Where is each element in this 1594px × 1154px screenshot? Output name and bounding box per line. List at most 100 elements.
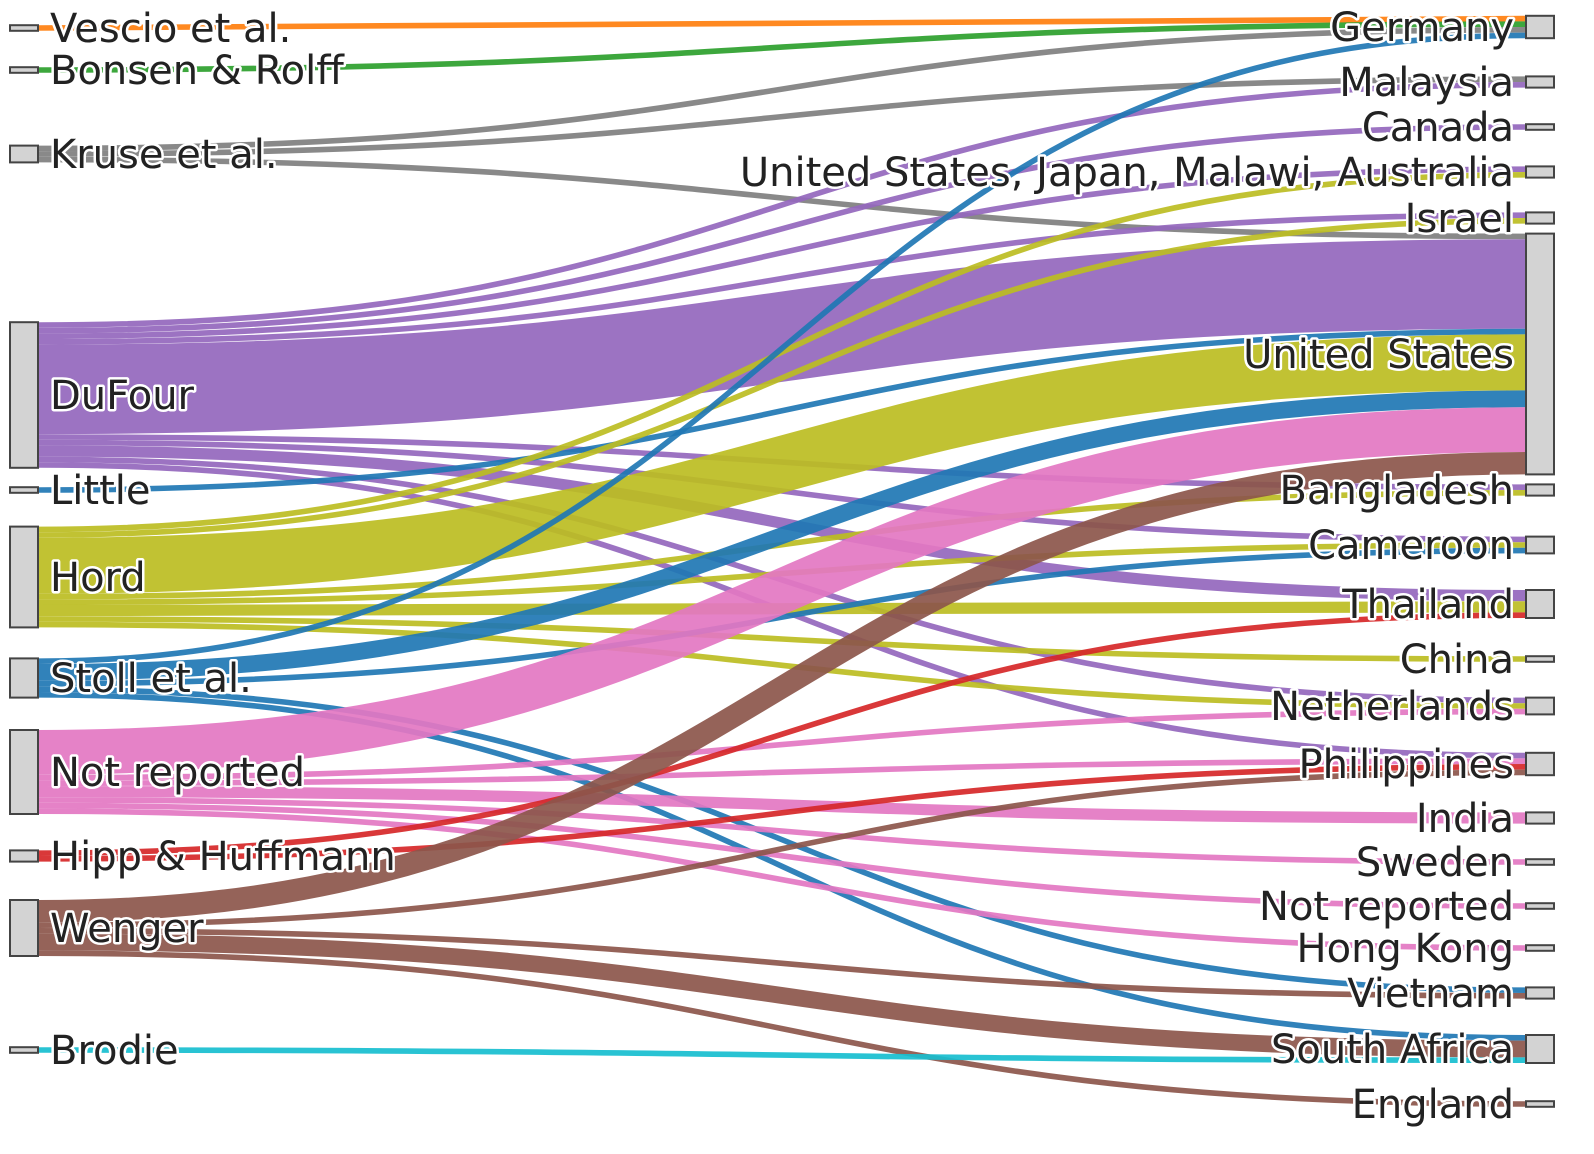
node-bar[interactable] [1525,14,1555,40]
link-hord-to-israel[interactable] [37,218,1527,538]
node-bar[interactable] [1525,811,1555,825]
node-bar[interactable] [1525,589,1555,619]
node-hongkong[interactable]: Hong Kong [1294,924,1555,975]
link-stoll-to-germany[interactable] [37,32,1527,664]
link-stoll-to-usa[interactable] [37,390,1527,681]
node-usa[interactable]: United States [1241,232,1555,476]
node-bar[interactable] [1525,1100,1555,1108]
node-stoll[interactable]: Stoll et al. [9,654,254,705]
node-bar[interactable] [9,657,39,699]
node-bar[interactable] [1525,165,1555,179]
node-israel[interactable]: Israel [1402,194,1555,245]
node-bar[interactable] [1525,858,1555,866]
node-label: Netherlands [1270,684,1514,730]
link-wenger-to-vietnam[interactable] [37,928,1527,999]
link-brodie-to-southafrica[interactable] [37,1047,1527,1063]
link-hord-to-us_multi[interactable] [37,172,1527,533]
node-dufour[interactable]: DuFour [9,321,197,469]
node-little[interactable]: Little [9,466,153,517]
link-dufour-to-usa[interactable] [37,239,1527,435]
node-vescio[interactable]: Vescio et al. [9,4,294,55]
node-philippines[interactable]: Philippines [1296,740,1555,791]
node-label: Not reported [50,750,305,796]
link-kruse-to-malaysia[interactable] [37,76,1527,157]
node-bar[interactable] [1525,232,1555,476]
link-notrep_src-to-india[interactable] [37,786,1527,824]
link-notrep_src-to-notrep_tgt[interactable] [37,802,1527,909]
node-kruse[interactable]: Kruse et al. [9,130,280,181]
node-bonsen[interactable]: Bonsen & Rolff [9,46,348,97]
node-bar[interactable] [9,321,39,469]
node-bangladesh[interactable]: Bangladesh [1277,466,1555,517]
link-kruse-to-usa[interactable] [37,156,1527,240]
node-bar[interactable] [9,899,39,957]
link-stoll-to-cameroon[interactable] [37,547,1527,687]
link-wenger-to-philippines[interactable] [37,769,1527,928]
link-hord-to-usa[interactable] [37,334,1527,594]
node-bar[interactable] [9,66,39,74]
node-bar[interactable] [1525,483,1555,497]
link-notrep_src-to-sweden[interactable] [37,797,1527,865]
link-stoll-to-vietnam[interactable] [37,686,1527,993]
node-bar[interactable] [9,729,39,815]
node-bar[interactable] [1525,696,1555,716]
node-bar[interactable] [1525,944,1555,952]
node-china[interactable]: China [1397,635,1555,686]
link-wenger-to-usa[interactable] [37,452,1527,923]
node-bar[interactable] [1525,123,1555,131]
link-notrep_src-to-usa[interactable] [37,407,1527,775]
node-malaysia[interactable]: Malaysia [1337,58,1555,109]
node-notrep_src[interactable]: Not reported [9,729,307,815]
node-india[interactable]: India [1413,794,1555,845]
node-brodie[interactable]: Brodie [9,1026,181,1077]
node-thailand[interactable]: Thailand [1339,580,1555,631]
node-bar[interactable] [1525,986,1555,1000]
node-notrep_tgt[interactable]: Not reported [1257,882,1555,933]
link-wenger-to-southafrica[interactable] [37,933,1527,1058]
node-netherlands[interactable]: Netherlands [1268,682,1555,733]
link-hipp-to-thailand[interactable] [37,612,1527,856]
link-notrep_src-to-netherlands[interactable] [37,708,1527,781]
node-bar[interactable] [1525,902,1555,910]
node-vietnam[interactable]: Vietnam [1345,969,1555,1020]
node-us_multi[interactable]: United States, Japan, Malawi, Australia [737,148,1555,199]
node-bar[interactable] [1525,535,1555,555]
node-bar[interactable] [9,849,39,863]
node-cameroon[interactable]: Cameroon [1306,521,1555,572]
link-wenger-to-england[interactable] [37,950,1527,1107]
node-england[interactable]: England [1349,1080,1555,1131]
link-dufour-to-israel[interactable] [37,212,1527,345]
node-southafrica[interactable]: South Africa [1268,1025,1555,1076]
link-kruse-to-germany[interactable] [37,27,1527,152]
node-bar[interactable] [1525,655,1555,663]
link-dufour-to-us_multi[interactable] [37,166,1527,339]
node-wenger[interactable]: Wenger [9,899,207,957]
link-notrep_src-to-philippines[interactable] [37,758,1527,786]
link-dufour-to-canada[interactable] [37,124,1527,334]
node-bar[interactable] [9,144,39,164]
node-label: Bangladesh [1279,468,1514,514]
link-hord-to-netherlands[interactable] [37,621,1527,709]
node-bar[interactable] [1525,751,1555,777]
link-bonsen-to-germany[interactable] [37,21,1527,73]
node-label: Vietnam [1347,971,1514,1017]
node-bar[interactable] [1525,1034,1555,1064]
node-bar[interactable] [9,486,39,494]
link-vescio-to-germany[interactable] [37,15,1527,31]
node-bar[interactable] [1525,211,1555,225]
link-hipp-to-philippines[interactable] [37,764,1527,862]
node-hord[interactable]: Hord [9,525,148,629]
node-hipp[interactable]: Hipp & Huffmann [9,832,398,883]
node-canada[interactable]: Canada [1359,103,1555,154]
link-notrep_src-to-hongkong[interactable] [37,808,1527,951]
node-bar[interactable] [9,24,39,32]
link-little-to-usa[interactable] [37,328,1527,493]
node-bar[interactable] [9,1046,39,1054]
node-bar[interactable] [9,525,39,629]
node-bar[interactable] [1525,75,1555,89]
node-sweden[interactable]: Sweden [1353,838,1555,889]
link-dufour-to-thailand[interactable] [37,445,1527,602]
link-dufour-to-malaysia[interactable] [37,82,1527,328]
node-germany[interactable]: Germany [1328,3,1555,54]
